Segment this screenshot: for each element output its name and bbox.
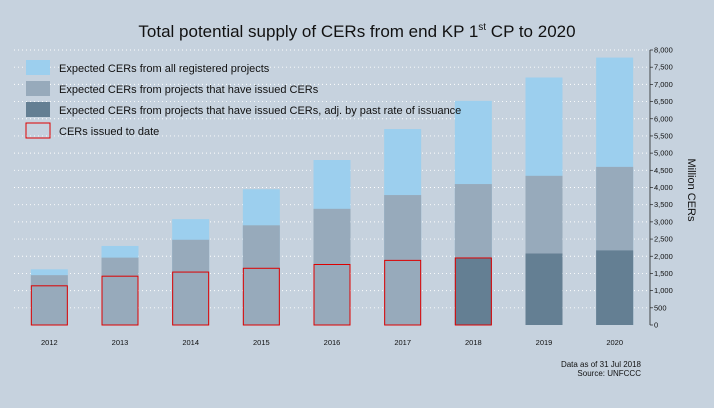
y-tick-label: 500	[654, 303, 667, 312]
x-tick-label: 2017	[394, 338, 411, 347]
x-tick-label: 2014	[182, 338, 199, 347]
legend: Expected CERs from all registered projec…	[25, 60, 461, 139]
y-tick-label: 1,000	[654, 286, 673, 295]
y-tick-label: 1,500	[654, 269, 673, 278]
y-axis: 0 500 1,000 1,500 2,000 2,500 3,000 3,500 4,000 4…	[649, 46, 673, 330]
legend-swatch	[26, 60, 50, 75]
x-tick-label: 2020	[606, 338, 623, 347]
y-tick-label: 7,000	[654, 80, 673, 89]
y-tick-label: 5,500	[654, 131, 673, 140]
bar-issued-to-date	[101, 275, 139, 326]
chart-title-suffix: CP to 2020	[486, 22, 575, 41]
legend-swatch	[26, 81, 50, 96]
legend-swatch	[25, 122, 51, 139]
source-note: Source: UNFCCC	[577, 369, 641, 378]
bar-issued-projects	[30, 275, 68, 325]
chart-title-superscript: st	[478, 22, 486, 33]
y-tick-label: 8,000	[654, 46, 673, 55]
y-tick-label: 4,000	[654, 183, 673, 192]
bar-issued-projects	[242, 225, 280, 325]
bar-adjusted	[454, 257, 492, 325]
data-date-note: Data as of 31 Jul 2018	[561, 360, 642, 369]
bar-issued-to-date	[384, 259, 422, 326]
bar-issued-projects	[313, 208, 351, 325]
bar-issued-to-date	[242, 267, 280, 326]
legend-label: Expected CERs from all registered projec…	[59, 63, 270, 75]
x-tick-label: 2015	[253, 338, 270, 347]
chart-title: Total potential supply of CERs from end …	[138, 22, 575, 41]
bar-adjusted	[596, 250, 634, 325]
bars	[30, 57, 634, 326]
x-axis-ticks: 2012 2013 2014 2015 2016 2017 2018 2019 2020	[41, 338, 623, 347]
bar-issued-projects	[101, 257, 139, 325]
y-tick-label: 2,500	[654, 235, 673, 244]
legend-label: Expected CERs from projects that have is…	[59, 84, 319, 96]
legend-swatch	[26, 102, 50, 117]
y-tick-label: 6,000	[654, 114, 673, 123]
bar-issued-projects	[172, 239, 210, 325]
x-tick-label: 2013	[112, 338, 129, 347]
x-tick-label: 2012	[41, 338, 58, 347]
y-tick-label: 4,500	[654, 166, 673, 175]
y-tick-label: 0	[654, 321, 658, 330]
y-axis-label: Million CERs	[685, 159, 697, 222]
x-tick-label: 2018	[465, 338, 482, 347]
y-tick-label: 6,500	[654, 97, 673, 106]
legend-label: CERs issued to date	[59, 126, 159, 138]
y-tick-label: 3,000	[654, 217, 673, 226]
bar-issued-to-date	[313, 264, 351, 326]
y-tick-label: 7,500	[654, 63, 673, 72]
y-tick-label: 3,500	[654, 200, 673, 209]
y-tick-label: 5,000	[654, 149, 673, 158]
x-tick-label: 2019	[536, 338, 553, 347]
bar-issued-to-date	[454, 257, 492, 326]
chart-title-main: Total potential supply of CERs from end …	[138, 22, 478, 41]
legend-label: Expected CERs from projects that have is…	[59, 105, 461, 117]
x-tick-label: 2016	[324, 338, 341, 347]
bar-issued-to-date	[172, 271, 210, 326]
y-tick-label: 2,000	[654, 252, 673, 261]
bar-adjusted	[525, 253, 563, 325]
bar-issued-to-date	[30, 285, 68, 326]
